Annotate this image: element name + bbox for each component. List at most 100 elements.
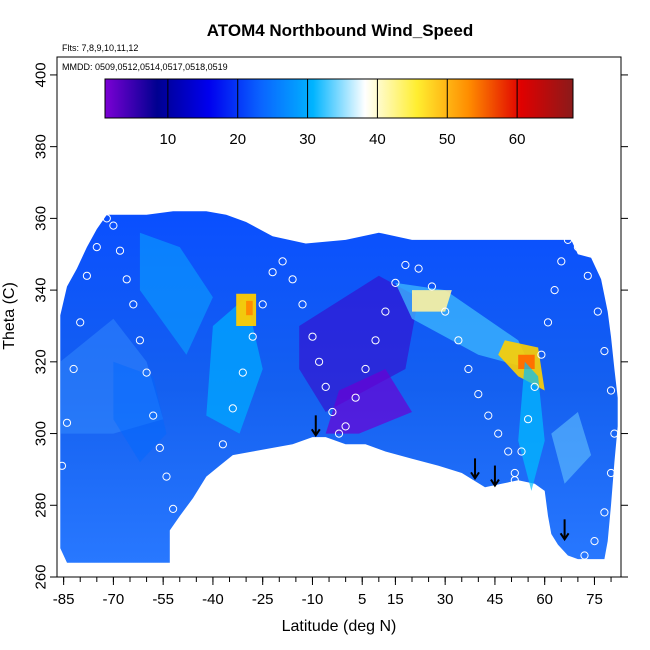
colorbar-bar: [104, 78, 574, 119]
track-point: [530, 382, 539, 391]
track-point: [361, 364, 370, 374]
track-point: [474, 390, 483, 399]
track-point: [590, 537, 599, 546]
track-point: [580, 551, 589, 560]
speed-patch: [246, 300, 253, 316]
y-tick-label: 360: [33, 206, 50, 231]
track-point: [341, 422, 350, 431]
track-point: [414, 264, 423, 273]
track-point: [537, 350, 546, 359]
wind-speed-field: [60, 211, 618, 563]
y-tick-label: 260: [33, 564, 50, 589]
x-tick-label: -70: [103, 591, 125, 608]
colorbar-tick-label: 40: [369, 131, 386, 148]
speed-patch: [113, 361, 167, 463]
track-point: [494, 429, 503, 438]
track-point: [391, 278, 400, 287]
track-point: [57, 461, 67, 470]
track-point: [115, 246, 125, 255]
colorbar: 10 20 30 40 50 60: [104, 78, 574, 148]
speed-patch: [139, 232, 213, 355]
track-point: [185, 558, 194, 567]
speed-patch: [206, 297, 263, 434]
colorbar-tick-label: 20: [229, 131, 246, 148]
track-point: [102, 214, 111, 223]
track-point: [610, 429, 619, 438]
track-point: [464, 364, 473, 374]
track-point: [135, 336, 144, 345]
profile-arrow-head: [559, 532, 570, 542]
colorbar-tick-label: 50: [439, 131, 456, 148]
colorbar-tick-label: 60: [509, 131, 526, 148]
speed-patch: [60, 318, 164, 434]
flight-tracks: [57, 214, 619, 567]
track-point: [321, 382, 330, 391]
track-point: [82, 271, 92, 280]
y-tick-label: 300: [33, 421, 50, 446]
annotation-flights: Flts: 7,8,9,10,11,12: [62, 43, 138, 53]
track-point: [228, 404, 237, 413]
track-point: [371, 336, 380, 345]
annotation-dates: MMDD: 0509,0512,0514,0517,0518,0519: [62, 62, 228, 72]
x-axis-label: Latitude (deg N): [282, 618, 397, 635]
track-point: [381, 307, 390, 316]
track-point: [510, 476, 519, 485]
track-point: [169, 504, 178, 513]
speed-patch: [551, 412, 592, 484]
track-point: [109, 221, 118, 230]
track-point: [328, 407, 337, 417]
track-point: [484, 411, 493, 420]
track-point: [593, 307, 602, 316]
y-tick-label: 380: [33, 134, 50, 159]
track-point: [600, 347, 609, 356]
track-point: [563, 235, 573, 244]
track-point: [550, 286, 559, 295]
track-point: [248, 332, 257, 341]
track-point: [142, 368, 151, 377]
track-point: [92, 243, 101, 252]
track-point: [129, 300, 138, 309]
track-point: [162, 472, 171, 481]
x-tick-label: -85: [53, 591, 75, 608]
track-point: [454, 336, 463, 345]
y-tick-label: 280: [33, 493, 50, 518]
track-point: [298, 300, 307, 309]
track-point: [600, 508, 609, 517]
colorbar-ticks: 10 20 30 40 50 60: [160, 79, 526, 148]
x-tick-label: 15: [387, 591, 404, 608]
track-point: [315, 357, 324, 366]
y-tick-label: 400: [33, 62, 50, 87]
profile-arrow-head: [310, 428, 321, 438]
track-point: [218, 440, 227, 449]
track-point: [208, 476, 217, 485]
track-point: [288, 275, 297, 284]
track-point: [175, 537, 184, 546]
track-point: [278, 257, 287, 266]
track-point: [268, 268, 277, 277]
x-tick-label: 30: [437, 591, 454, 608]
track-point: [517, 447, 526, 456]
track-point: [69, 364, 78, 374]
x-tick-label: 60: [536, 591, 553, 608]
y-tick-label: 340: [33, 278, 50, 303]
y-axis: 260 280 300 320 340 360 380 400: [33, 62, 628, 590]
track-point: [543, 318, 553, 327]
x-tick-label: -55: [152, 591, 174, 608]
track-point: [524, 415, 533, 424]
track-point: [122, 275, 131, 284]
track-point: [76, 318, 85, 327]
track-point: [198, 515, 208, 524]
track-point: [573, 243, 583, 252]
track-point: [427, 282, 436, 291]
profile-arrow-head: [490, 478, 500, 488]
track-point: [606, 386, 616, 395]
track-point: [188, 551, 198, 560]
x-tick-label: 5: [358, 591, 366, 608]
speed-patch: [518, 361, 545, 491]
speed-patch: [325, 369, 412, 434]
x-tick-label: -40: [202, 591, 224, 608]
speed-patch: [518, 354, 535, 369]
track-point: [308, 332, 317, 341]
profile-arrow-head: [470, 471, 480, 481]
